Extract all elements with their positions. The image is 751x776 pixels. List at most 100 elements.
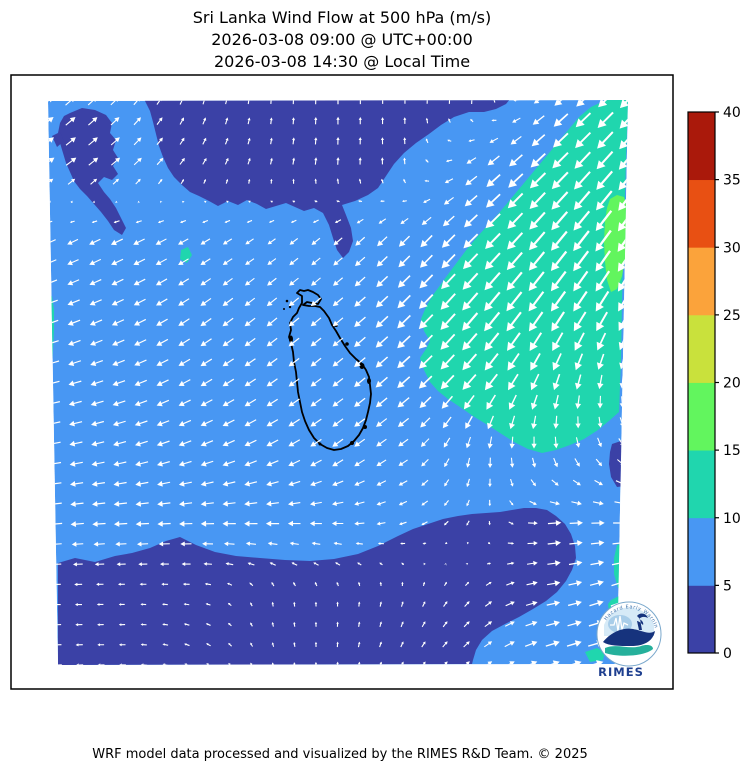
- wind-arrow: [96, 582, 104, 586]
- speed-region-low-northwest-speck: [52, 132, 64, 147]
- wind-arrow: [354, 296, 366, 307]
- wind-arrow: [250, 642, 253, 647]
- wind-arrow: [547, 560, 561, 567]
- wind-arrow: [244, 500, 258, 507]
- wind-arrow: [156, 379, 169, 386]
- logo-wordmark: RIMES: [598, 665, 644, 679]
- wind-arrow: [183, 603, 190, 606]
- wind-arrow: [491, 119, 497, 122]
- wind-arrow: [200, 358, 213, 367]
- wind-arrow: [552, 332, 564, 351]
- wind-arrow: [509, 457, 515, 468]
- wind-arrow: [288, 480, 301, 487]
- wind-arrow: [546, 600, 561, 607]
- wind-arrow: [507, 561, 515, 565]
- wind-arrow: [157, 500, 171, 507]
- wind-arrow: [418, 334, 433, 349]
- wind-arrow: [421, 641, 426, 648]
- wind-arrow: [332, 501, 344, 506]
- wind-arrow: [180, 179, 184, 184]
- wind-arrow: [441, 234, 456, 248]
- wind-arrow: [442, 641, 448, 648]
- wind-arrow: [358, 200, 363, 203]
- wind-arrow: [157, 480, 171, 487]
- wind-arrow: [288, 297, 300, 307]
- wind-arrow: [88, 157, 99, 166]
- wind-arrow: [87, 100, 97, 106]
- wind-arrow: [420, 417, 431, 428]
- wind-arrow: [97, 623, 104, 627]
- wind-arrow: [551, 230, 568, 251]
- wind-arrow: [90, 400, 104, 407]
- wind-arrow: [484, 641, 493, 648]
- wind-arrow: [222, 399, 235, 407]
- wind-arrow: [462, 332, 478, 351]
- wind-arrow: [178, 440, 192, 447]
- wind-arrow: [161, 582, 169, 586]
- wind-arrow: [288, 439, 301, 447]
- wind-arrow: [358, 117, 362, 125]
- wind-arrow: [568, 580, 583, 587]
- wind-arrow: [200, 238, 211, 245]
- wind-arrow: [504, 641, 515, 648]
- wind-arrow: [444, 562, 447, 566]
- wind-arrow: [525, 600, 538, 606]
- wind-arrow: [354, 336, 366, 347]
- wind-arrow: [203, 562, 212, 566]
- wind-arrow: [314, 178, 317, 184]
- speed-region-low-northwest: [58, 108, 126, 235]
- wind-arrow: [512, 117, 521, 123]
- wind-arrow: [566, 640, 582, 647]
- wind-arrow: [530, 153, 546, 168]
- wind-arrow: [202, 541, 213, 547]
- wind-arrow: [222, 317, 234, 327]
- wind-arrow: [381, 178, 384, 184]
- wind-arrow: [137, 200, 140, 204]
- wind-arrow: [92, 200, 95, 204]
- wind-arrow: [484, 252, 501, 270]
- wind-arrow: [398, 438, 409, 447]
- wind-arrow: [178, 358, 191, 366]
- wind-arrow: [440, 354, 455, 370]
- wind-arrow: [377, 542, 384, 545]
- wind-arrow: [596, 150, 614, 170]
- wind-arrow: [464, 601, 470, 607]
- wind-arrow: [423, 562, 426, 566]
- wind-arrow: [266, 419, 279, 427]
- wind-arrow: [245, 541, 256, 546]
- wind-arrow: [443, 197, 454, 205]
- wind-arrow: [156, 359, 169, 366]
- wind-arrow: [376, 459, 387, 467]
- wind-arrow: [589, 600, 604, 607]
- wind-arrow: [442, 621, 448, 628]
- wind-arrow: [112, 380, 126, 387]
- wind-arrow: [266, 460, 279, 467]
- wind-arrow: [113, 501, 127, 507]
- wind-arrow: [204, 582, 211, 586]
- wind-arrow: [574, 151, 591, 169]
- wind-arrow: [400, 641, 404, 648]
- wind-arrow: [508, 173, 524, 188]
- wind-arrow: [463, 395, 475, 410]
- wind-arrow: [156, 440, 170, 447]
- wind-arrow: [112, 359, 125, 366]
- wind-arrow: [269, 137, 273, 145]
- wind-arrow: [545, 640, 560, 647]
- coastline-outline: [288, 289, 372, 451]
- wind-arrow: [180, 220, 187, 224]
- wind-arrow: [178, 238, 189, 245]
- wind-arrow: [91, 460, 105, 467]
- palm-tree-icon: [637, 613, 648, 630]
- wind-arrow: [89, 299, 102, 306]
- wind-arrow: [222, 338, 234, 347]
- wind-arrow: [533, 100, 545, 104]
- wind-arrow: [507, 332, 521, 351]
- wind-arrow: [575, 437, 581, 448]
- wind-arrow: [70, 481, 84, 487]
- wind-arrow: [89, 238, 101, 245]
- wind-arrow: [529, 192, 546, 209]
- wind-arrow: [178, 338, 190, 346]
- wind-arrow: [270, 200, 273, 203]
- wind-arrow: [550, 290, 567, 312]
